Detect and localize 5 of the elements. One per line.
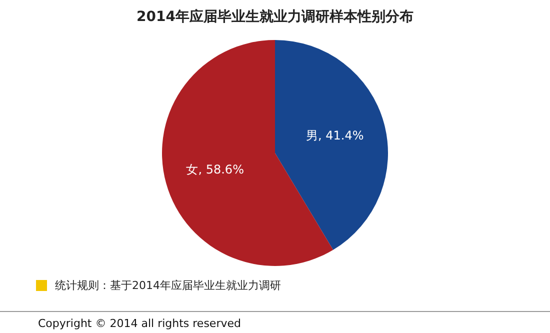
text: Copyright © 2014 all rights reserved [0,311,550,330]
chart-title: 2014年应届毕业生就业力调研样本性别分布 [136,8,414,26]
slice-label: 女, 58.6% [186,161,244,178]
text: 统计规则：基于2014年应届毕业生就业力调研 [55,278,281,292]
slice-label: 男, 41.4% [306,128,364,145]
